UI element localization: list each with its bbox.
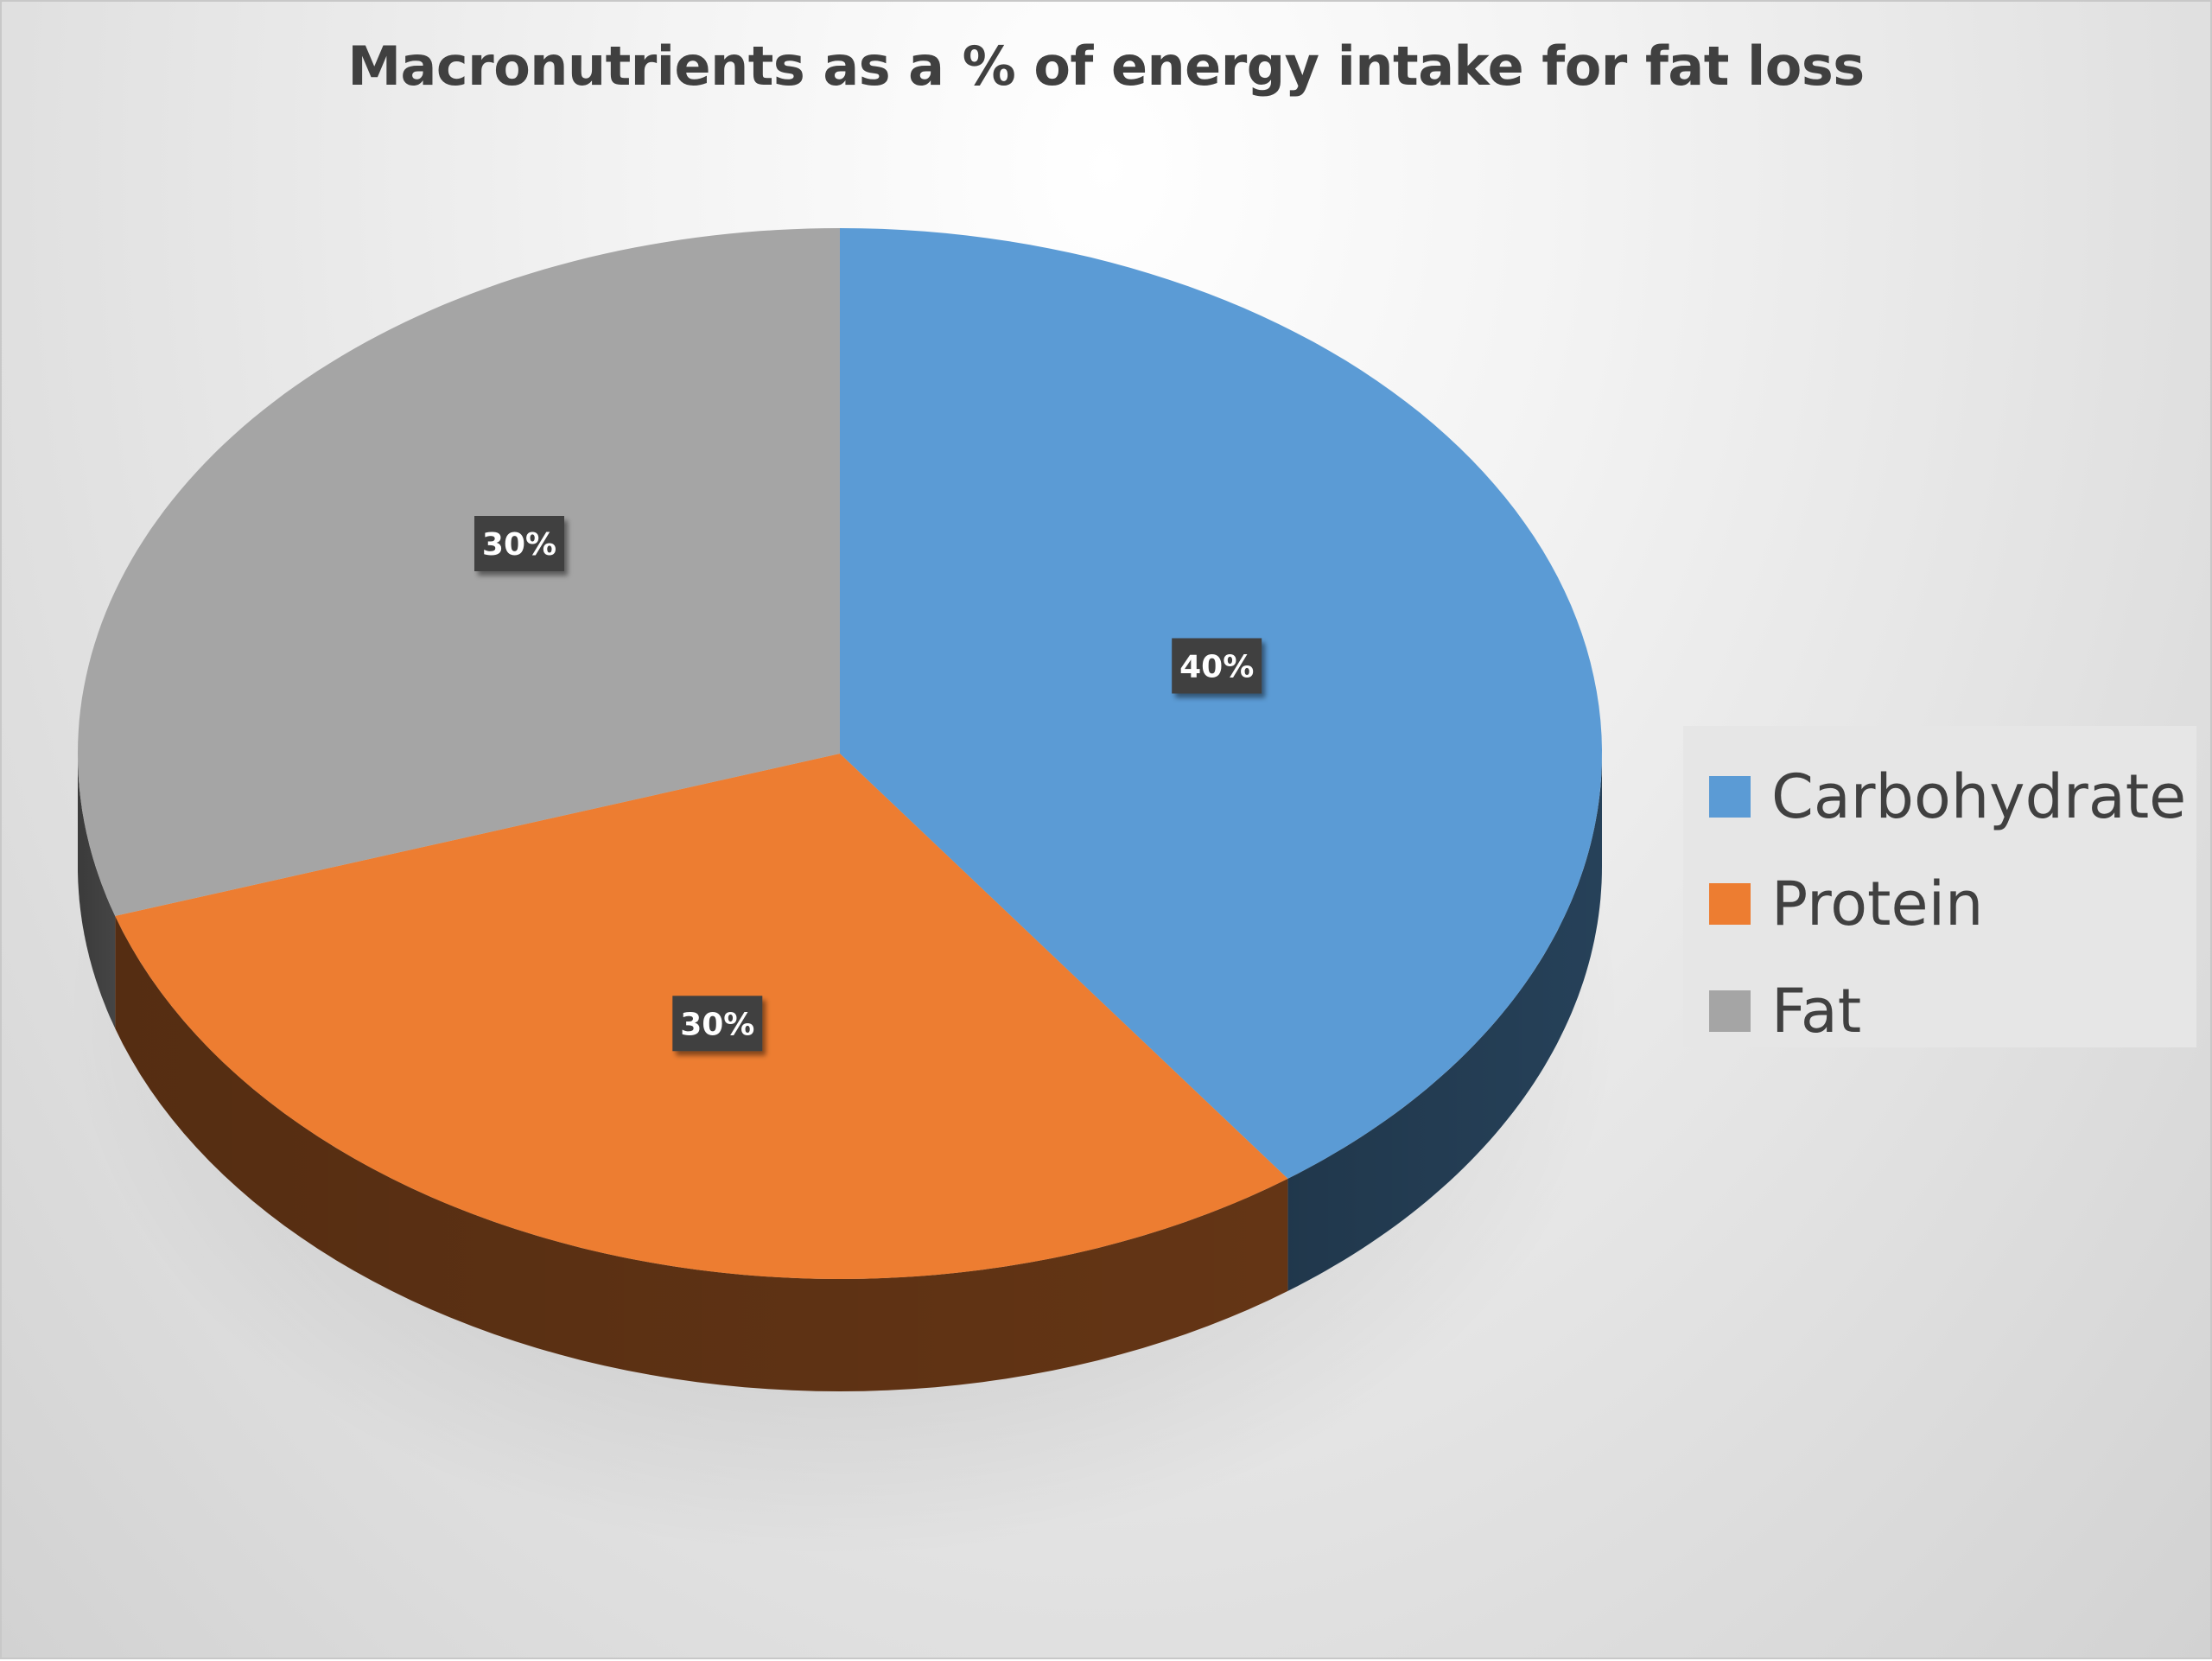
legend: Carbohydrate Protein Fat (1683, 726, 2196, 1047)
pie-side-shading-carbohydrate (1287, 754, 1602, 1291)
data-label-box (474, 516, 564, 571)
legend-label: Fat (1771, 976, 1862, 1047)
data-label-protein: 30% (672, 996, 763, 1052)
data-label-box (672, 996, 763, 1052)
legend-swatch (1709, 883, 1751, 925)
pie-side-shading-fat (78, 754, 116, 1028)
legend-item-carbohydrate: Carbohydrate (1709, 743, 2196, 850)
data-label-text: 40% (1179, 650, 1254, 685)
pie-side-shading-protein (115, 915, 1288, 1391)
data-label-fat: 30% (474, 516, 564, 571)
legend-label: Carbohydrate (1771, 761, 2187, 832)
data-label-box (1172, 638, 1262, 694)
legend-swatch (1709, 990, 1751, 1032)
data-label-carbohydrate: 40% (1172, 638, 1262, 694)
pie-slice-fat (78, 228, 840, 916)
pie-slice-carbohydrate (840, 228, 1602, 1179)
data-label-text: 30% (482, 527, 556, 563)
legend-swatch (1709, 776, 1751, 818)
data-label-text: 30% (680, 1007, 754, 1042)
legend-label: Protein (1771, 869, 1984, 939)
legend-item-protein: Protein (1709, 850, 2196, 958)
chart-title: Macronutrients as a % of energy intake f… (347, 35, 1865, 98)
legend-item-fat: Fat (1709, 958, 2196, 1065)
